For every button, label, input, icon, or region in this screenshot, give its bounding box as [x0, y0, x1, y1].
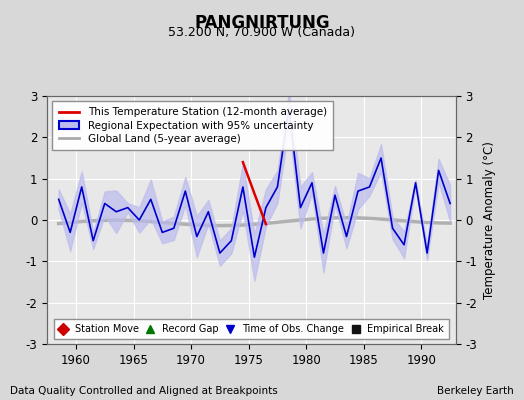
Y-axis label: Temperature Anomaly (°C): Temperature Anomaly (°C) — [483, 141, 496, 299]
Text: Data Quality Controlled and Aligned at Breakpoints: Data Quality Controlled and Aligned at B… — [10, 386, 278, 396]
Legend: Station Move, Record Gap, Time of Obs. Change, Empirical Break: Station Move, Record Gap, Time of Obs. C… — [54, 320, 449, 339]
Text: PANGNIRTUNG: PANGNIRTUNG — [194, 14, 330, 32]
Text: Berkeley Earth: Berkeley Earth — [437, 386, 514, 396]
Text: 53.200 N, 70.900 W (Canada): 53.200 N, 70.900 W (Canada) — [169, 26, 355, 39]
